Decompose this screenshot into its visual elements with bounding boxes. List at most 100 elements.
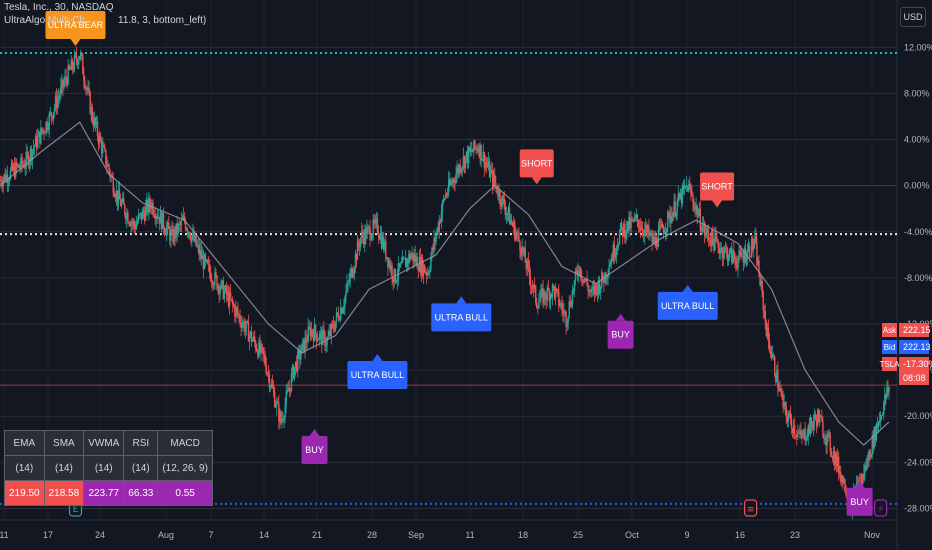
candle-body	[15, 161, 17, 178]
candle-body	[782, 395, 784, 408]
candle-body	[884, 394, 886, 404]
candle-body	[276, 401, 278, 407]
candle-body	[582, 279, 584, 283]
candle-body	[528, 265, 531, 277]
candle-body	[629, 216, 631, 228]
candle-body	[195, 235, 197, 246]
candle-body	[288, 388, 291, 392]
candle-body	[551, 284, 554, 298]
table-period-cell: (12, 26, 9)	[157, 455, 213, 481]
candle-body	[160, 211, 163, 230]
x-tick-label: 9	[684, 530, 689, 540]
candle-body	[129, 223, 131, 226]
table-header-cell: VWMA	[83, 430, 125, 456]
signal-label: SHORT	[521, 158, 553, 168]
candle-body	[618, 232, 621, 245]
candle-body	[23, 164, 25, 169]
candle-body	[726, 249, 729, 262]
candle-body	[172, 228, 174, 243]
candle-body	[598, 280, 601, 293]
candle-body	[791, 428, 794, 434]
candle-body	[218, 285, 220, 295]
candle-body	[34, 136, 37, 146]
candle-body	[313, 325, 316, 341]
candle-body	[690, 187, 692, 194]
candle-body	[753, 245, 755, 250]
candle-body	[201, 255, 204, 260]
signal-pointer	[531, 177, 542, 185]
candle-body	[294, 361, 297, 368]
candle-body	[376, 218, 379, 232]
candle-body	[558, 291, 560, 306]
candle-body	[886, 387, 888, 398]
candle-body	[828, 432, 830, 436]
y-tick-label: -24.00%	[904, 457, 932, 467]
candle-body	[734, 257, 736, 260]
candle-body	[781, 392, 783, 396]
candle-body	[612, 244, 614, 261]
candle-body	[204, 255, 207, 262]
candle-body	[481, 159, 483, 161]
candle-body	[398, 263, 401, 268]
candle-body	[675, 212, 677, 217]
candle-body	[370, 238, 372, 240]
signal-box	[700, 172, 735, 201]
candle-body	[839, 472, 841, 474]
candle-body	[71, 59, 74, 69]
candle-body	[509, 219, 512, 225]
candle-body	[444, 194, 447, 199]
candle-body	[119, 199, 122, 207]
candle-body	[872, 435, 874, 448]
candle-body	[627, 221, 629, 231]
table-header-cell: MACD	[157, 430, 213, 456]
candle-body	[389, 261, 391, 270]
candle-body	[224, 285, 227, 291]
candle-body	[512, 222, 515, 227]
candle-body	[882, 413, 884, 416]
candle-body	[841, 475, 843, 482]
candle-body	[815, 418, 818, 426]
candle-body	[356, 241, 359, 261]
signal-label: SHORT	[701, 181, 733, 191]
candle-body	[77, 59, 80, 65]
candle-body	[715, 234, 717, 240]
candle-body	[17, 164, 19, 167]
ask-price-value: 222.15	[903, 325, 931, 335]
candle-body	[589, 290, 591, 293]
candle-body	[548, 290, 551, 302]
candle-body	[843, 479, 845, 484]
candle-body	[583, 279, 585, 283]
indicator-header-row: EMA SMA VWMA RSI MACD	[4, 430, 213, 456]
y-tick-label: 4.00%	[904, 135, 930, 145]
candle-body	[397, 263, 400, 278]
ask-price-label: Ask	[883, 326, 897, 335]
candle-body	[88, 88, 90, 93]
candle-body	[303, 339, 305, 353]
event-marker-icon	[874, 499, 888, 517]
candle-body	[35, 136, 38, 148]
indicator-title[interactable]: UltraAlgo Multi-Ch	[4, 15, 86, 26]
candle-body	[196, 245, 198, 247]
candle-body	[244, 328, 247, 332]
candle-body	[557, 289, 559, 292]
candle-body	[99, 135, 102, 142]
candle-body	[372, 219, 374, 235]
candle-body	[783, 402, 785, 408]
candle-body	[316, 339, 319, 342]
candle-body	[674, 201, 676, 217]
currency-button[interactable]: USD	[900, 7, 926, 27]
candle-body	[786, 415, 789, 422]
candle-body	[115, 190, 118, 199]
candle-body	[193, 232, 195, 241]
candle-body	[251, 339, 254, 342]
x-tick-label: Sep	[408, 530, 424, 540]
signal-pointer	[615, 313, 626, 321]
candle-body	[42, 130, 44, 132]
candle-body	[104, 146, 106, 150]
candle-body	[770, 353, 773, 358]
candle-body	[638, 227, 641, 228]
signal-label: BUY	[850, 497, 869, 507]
candle-body	[634, 217, 636, 218]
candle-body	[399, 263, 402, 268]
